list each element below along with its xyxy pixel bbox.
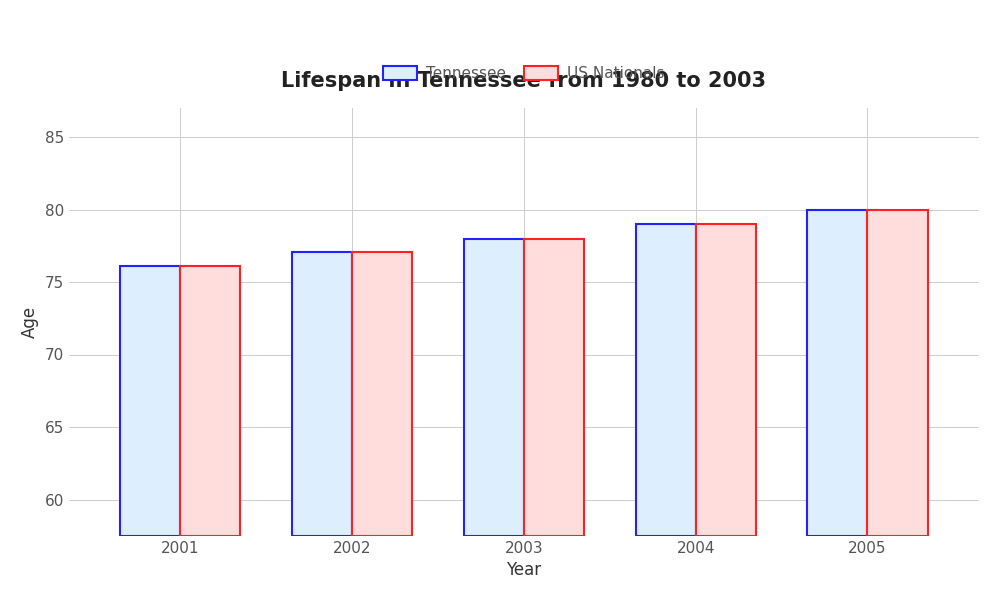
Bar (120, 266, 180, 536)
Title: Lifespan in Tennessee from 1980 to 2003: Lifespan in Tennessee from 1980 to 2003 (281, 71, 766, 91)
Bar (867, 209, 928, 536)
Bar (292, 251, 352, 536)
Bar (807, 209, 867, 536)
Y-axis label: Age: Age (21, 306, 39, 338)
Bar (636, 224, 696, 536)
Bar (464, 239, 524, 536)
Bar (696, 224, 756, 536)
X-axis label: Year: Year (506, 561, 541, 579)
Bar (352, 251, 412, 536)
Bar (524, 239, 584, 536)
Bar (180, 266, 240, 536)
Legend: Tennessee, US Nationals: Tennessee, US Nationals (377, 60, 671, 88)
